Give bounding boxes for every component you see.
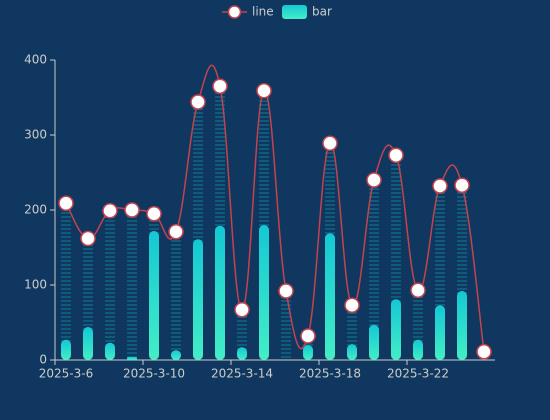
dotted-column [369, 180, 379, 360]
bar [215, 225, 225, 360]
bar [105, 342, 115, 360]
x-tick-label: 2025-3-22 [387, 367, 449, 381]
dotted-column [237, 309, 247, 360]
bar [303, 345, 313, 360]
y-tick-label: 0 [39, 353, 47, 367]
y-tick-label: 100 [24, 278, 47, 292]
dotted-column [435, 186, 445, 360]
x-tick-label: 2025-3-14 [211, 367, 273, 381]
line-point [278, 283, 294, 299]
legend-marker [282, 5, 307, 19]
x-tick-label: 2025-3-18 [299, 367, 361, 381]
bar [413, 339, 423, 360]
dotted-column [193, 102, 203, 360]
x-tick-label: 2025-3-10 [123, 367, 185, 381]
dotted-column [83, 238, 93, 360]
legend-label: line [252, 5, 274, 19]
bar [435, 305, 445, 360]
bar [347, 344, 357, 360]
line-point [234, 302, 250, 318]
dotted-column [413, 290, 423, 360]
line-point [58, 195, 74, 211]
line-point [432, 178, 448, 194]
line-point [124, 202, 140, 218]
line-point [300, 328, 316, 344]
bar [369, 324, 379, 360]
x-tick-label: 2025-3-6 [39, 367, 93, 381]
y-tick-label: 200 [24, 203, 47, 217]
line-point [388, 147, 404, 163]
line-point [322, 135, 338, 151]
line-point [146, 206, 162, 222]
dotted-column [171, 231, 181, 360]
line-point [256, 83, 272, 99]
bar [83, 327, 93, 360]
line-point [410, 282, 426, 298]
line-point [168, 224, 184, 240]
y-tick-label: 300 [24, 128, 47, 142]
bar [149, 231, 159, 360]
legend-label: bar [312, 5, 332, 19]
dotted-column [215, 86, 225, 360]
dotted-column [457, 185, 467, 360]
dotted-column [347, 305, 357, 360]
line-point [190, 94, 206, 110]
bar [61, 339, 71, 360]
bar [171, 350, 181, 360]
line-point [366, 172, 382, 188]
line-point [454, 177, 470, 193]
bar [237, 347, 247, 360]
dotted-column [61, 203, 71, 360]
legend-marker [227, 5, 242, 19]
line-point [476, 344, 492, 360]
bar [325, 233, 335, 360]
bar [457, 291, 467, 360]
line-point [344, 297, 360, 313]
dotted-column [391, 155, 401, 360]
line-point [212, 78, 228, 94]
dotted-column [127, 210, 137, 360]
legend: line bar [222, 5, 332, 19]
bar [193, 239, 203, 360]
line-point [80, 230, 96, 247]
dotted-column [281, 291, 291, 360]
line-point [102, 203, 118, 219]
bar [391, 299, 401, 360]
bar [127, 357, 137, 360]
dotted-column [105, 210, 115, 360]
y-tick-label: 400 [24, 53, 47, 67]
bar [259, 225, 269, 360]
